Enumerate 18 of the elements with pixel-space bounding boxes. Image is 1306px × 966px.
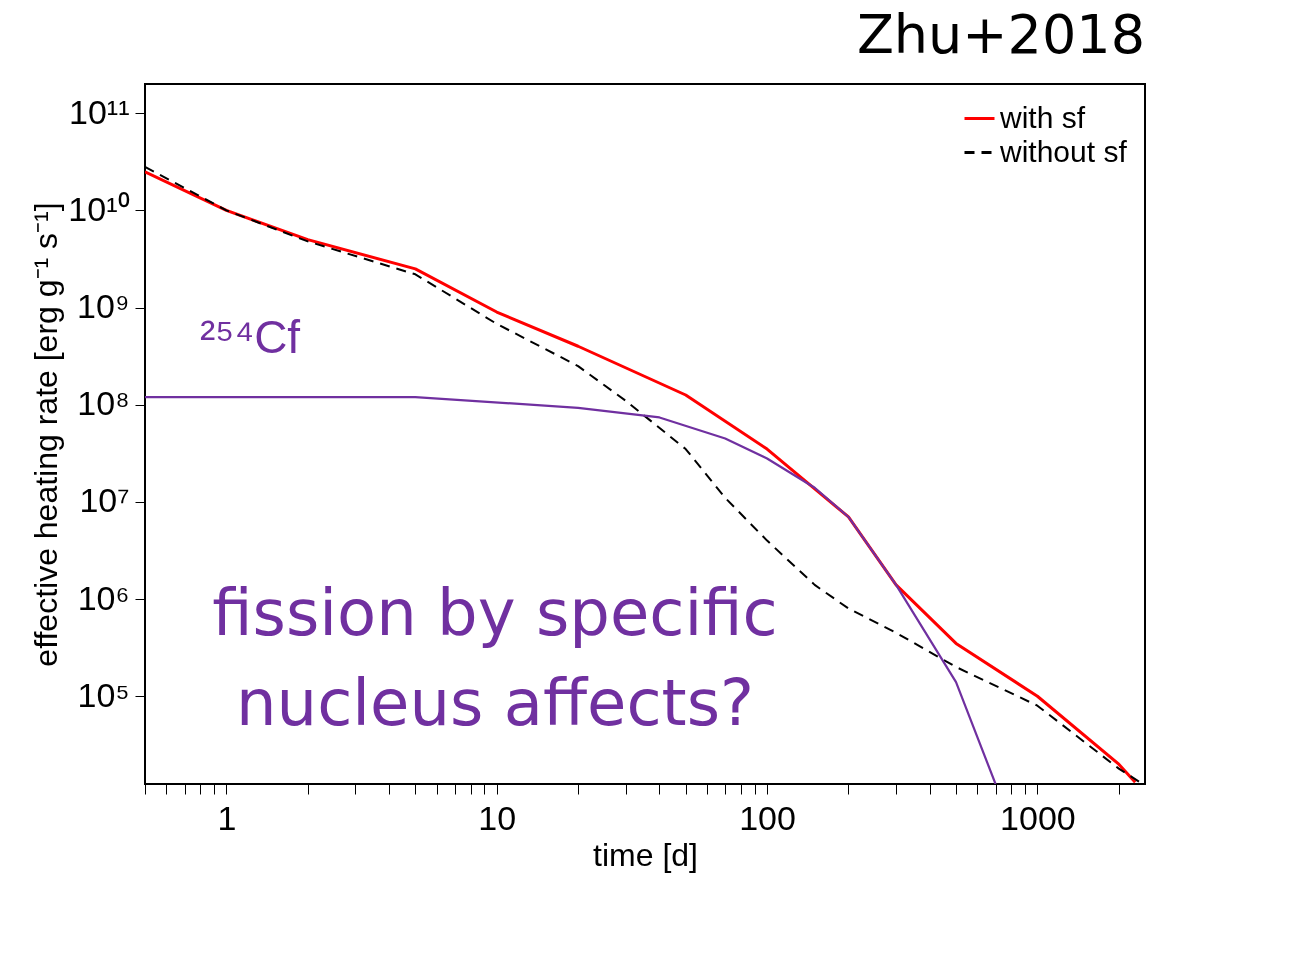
y-tick-label: 10⁵	[77, 675, 130, 714]
y-tick-label: 10⁶	[77, 578, 130, 617]
y-tick-label: 10⁷	[79, 481, 130, 520]
y-tick-label: 10⁸	[77, 384, 130, 423]
annotation: fission by specific nucleus affects?	[212, 576, 778, 740]
y-tick-label: 10¹¹	[69, 92, 130, 131]
y-tick-label: 10⁹	[77, 287, 130, 326]
legend-label: without sf	[999, 134, 1128, 168]
x-tick-label: 1000	[1000, 798, 1076, 837]
annotation: ²⁵⁴Cf	[200, 311, 301, 363]
chart-title: Zhu+2018	[856, 3, 1145, 66]
y-tick-label: 10¹⁰	[68, 189, 130, 228]
x-axis-title: time [d]	[593, 836, 698, 873]
legend-label: with sf	[999, 100, 1086, 134]
x-tick-label: 10	[478, 798, 517, 837]
x-tick-label: 100	[739, 798, 796, 837]
y-axis-title: effective heating rate [erg g⁻¹ s⁻¹]	[28, 202, 65, 667]
x-tick-label: 1	[217, 798, 237, 837]
